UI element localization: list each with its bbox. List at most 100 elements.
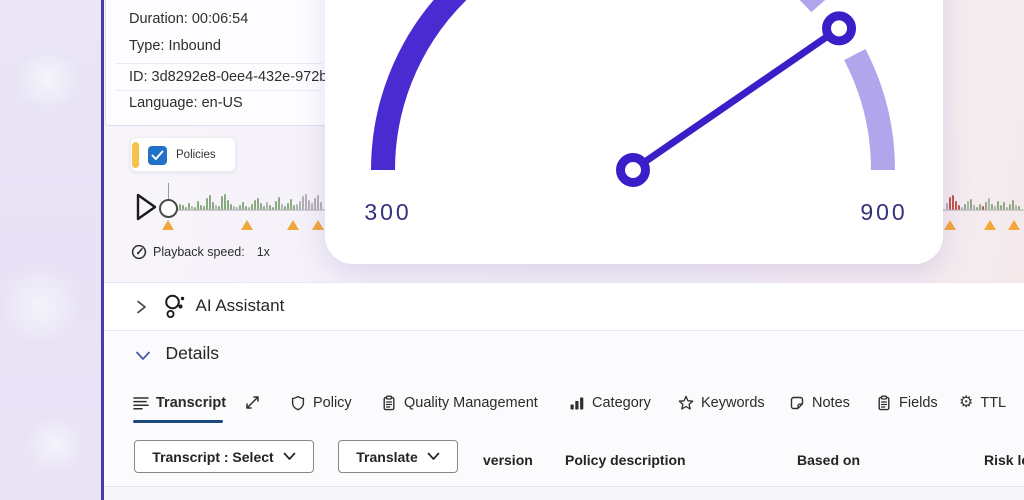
text-lines-icon (133, 395, 149, 411)
waveform-bar (182, 205, 184, 210)
play-button[interactable] (133, 192, 159, 224)
ai-assistant-section[interactable]: AI Assistant (103, 282, 1024, 331)
waveform-bar (991, 204, 993, 210)
policies-card: Policies (130, 137, 236, 172)
translate-dropdown[interactable]: Translate (338, 440, 458, 473)
waveform-bar (215, 205, 217, 210)
gauge-track-arc (799, 0, 826, 13)
column-header-version: version (483, 452, 533, 468)
expand-transcript-button[interactable] (243, 394, 261, 412)
gauge-track-arc (844, 49, 895, 171)
transcript-select-dropdown[interactable]: Transcript : Select (134, 440, 314, 473)
waveform-bar (257, 198, 259, 210)
tab-ttl[interactable]: ⚙ TTL (959, 388, 1006, 418)
waveform-bar (308, 200, 310, 210)
waveform-bar (952, 195, 954, 210)
tab-transcript[interactable]: Transcript (133, 388, 226, 418)
waveform-bar (191, 206, 193, 210)
waveform-bar (194, 207, 196, 210)
waveform-bar (314, 198, 316, 210)
table-divider (103, 486, 1024, 487)
tab-label: Transcript (156, 395, 227, 411)
waveform-bar (299, 201, 301, 210)
waveform-bar (979, 204, 981, 210)
details-tab-bar: Transcript Policy Quality Management Catego… (0, 388, 1024, 424)
details-label: Details (165, 343, 220, 363)
gauge-card: 300 900 (325, 0, 943, 264)
waveform-bar (1003, 202, 1005, 210)
waveform-bar (278, 197, 280, 210)
waveform-bar (290, 199, 292, 210)
tab-fields[interactable]: Fields (876, 388, 938, 418)
waveform-bar (227, 200, 229, 210)
waveform-bar (320, 202, 322, 210)
playhead-line (167, 183, 169, 202)
policies-accent-bar (131, 142, 139, 168)
waveform-bar (284, 206, 286, 210)
info-row: Duration: 00:06:54 (129, 11, 249, 27)
policies-checkbox[interactable] (148, 146, 167, 165)
waveform-bar (955, 201, 957, 210)
info-row: ID: 3d8292e8-0ee4-432e-972b (129, 69, 325, 85)
tab-category[interactable]: Category (569, 388, 651, 418)
waveform-bar (197, 201, 199, 210)
waveform-bar (305, 194, 307, 210)
waveform-bar (254, 200, 256, 210)
waveform-bar (946, 203, 948, 210)
waveform-bar (311, 203, 313, 210)
waveform-bar (251, 204, 253, 210)
playback-speed-value[interactable]: 1x (256, 245, 270, 259)
waveform-bar (964, 204, 966, 210)
call-info-card: Start: 2:23 PM Duration: 00:06:54 Type: In… (105, 0, 331, 126)
transcript-select-label: Transcript : Select (152, 448, 274, 465)
tab-label: Keywords (701, 395, 765, 411)
tab-label: Policy (313, 395, 352, 411)
star-icon (678, 395, 694, 411)
tab-keywords[interactable]: Keywords (678, 388, 765, 418)
tab-quality-management[interactable]: Quality Management (381, 388, 538, 418)
clipboard-icon (381, 395, 397, 411)
playhead-handle[interactable] (159, 199, 178, 218)
waveform-bar (179, 204, 181, 210)
policies-label: Policies (176, 149, 216, 161)
gauge-min-label: 300 (364, 199, 412, 225)
checkmark-icon (151, 150, 164, 160)
waveform-bar (206, 198, 208, 210)
waveform-bar (248, 207, 250, 210)
tab-label: Category (592, 395, 651, 411)
details-section-header[interactable]: Details (104, 340, 1024, 374)
waveform-bar (1015, 205, 1017, 210)
gauge-chart (371, 0, 895, 187)
waveform-bar (296, 204, 298, 210)
panel-accent-line (101, 0, 104, 500)
ai-assistant-icon (164, 294, 184, 318)
tab-label: Quality Management (404, 395, 538, 411)
gear-icon: ⚙ (959, 394, 974, 411)
timeline-marker (984, 220, 996, 230)
tab-notes[interactable]: Notes (789, 388, 850, 418)
waveform-bar (982, 206, 984, 210)
tab-policy[interactable]: Policy (290, 388, 352, 418)
timeline-marker (162, 220, 174, 230)
waveform-bar (973, 205, 975, 210)
waveform-bar (1012, 200, 1014, 210)
waveform-bar (961, 207, 963, 210)
waveform-bar (212, 202, 214, 210)
waveform-bar (949, 197, 951, 210)
waveform-bar (185, 207, 187, 210)
speedometer-icon (131, 244, 147, 260)
gauge-needle (629, 24, 843, 174)
waveform-bar (281, 204, 283, 210)
waveform-bar (188, 203, 190, 210)
chevron-down-icon[interactable] (134, 349, 152, 363)
bars-icon (569, 395, 585, 411)
waveform-bar (203, 206, 205, 210)
expand-icon (245, 396, 259, 409)
chevron-right-icon[interactable] (134, 298, 148, 316)
waveform-bar (269, 205, 271, 210)
background-blob (0, 270, 90, 340)
background-blob (20, 420, 90, 470)
waveform-bar (200, 205, 202, 210)
waveform-bar (976, 207, 978, 210)
